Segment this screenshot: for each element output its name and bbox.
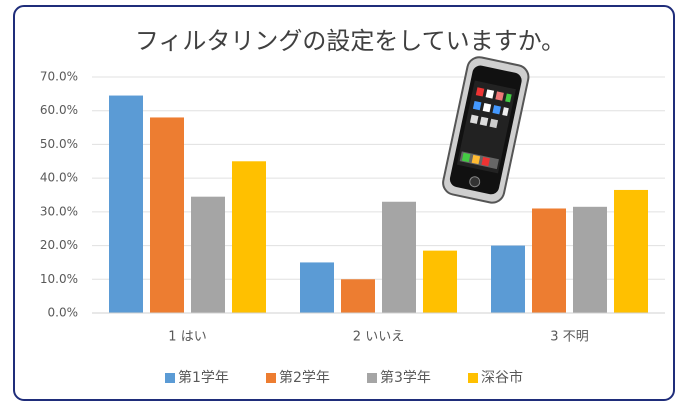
phone-illustration — [442, 56, 530, 204]
bar — [532, 208, 566, 313]
bar — [232, 161, 266, 313]
bar — [150, 117, 184, 313]
legend-label: 深谷市 — [481, 369, 523, 386]
bar — [109, 95, 143, 314]
bar — [382, 201, 416, 313]
y-tick-label: 60.0% — [40, 103, 78, 117]
y-tick-label: 30.0% — [40, 204, 78, 218]
bar — [300, 262, 334, 313]
y-tick-label: 50.0% — [40, 137, 78, 151]
x-tick-label: 2 いいえ — [353, 330, 404, 345]
plot-area: 0.0% 10.0% 20.0% 30.0% 40.0% 50.0% 60.0% 70.0% 1… — [40, 70, 665, 345]
x-tick-label: 1 はい — [168, 330, 206, 345]
y-tick-label: 10.0% — [40, 272, 78, 286]
y-tick-label: 40.0% — [40, 171, 78, 185]
y-tick-label: 70.0% — [40, 70, 78, 84]
y-tick-label: 20.0% — [40, 238, 78, 252]
legend-marker — [367, 373, 377, 383]
legend-marker — [266, 373, 276, 383]
legend-label: 第1学年 — [178, 369, 229, 386]
y-tick-label: 0.0% — [48, 306, 79, 320]
legend-marker — [165, 373, 175, 383]
x-tick-label: 3 不明 — [550, 330, 588, 345]
legend-label: 第2学年 — [279, 369, 330, 386]
legend-label: 第3学年 — [380, 369, 431, 386]
bar — [573, 206, 607, 313]
bar — [614, 189, 648, 313]
legend-marker — [468, 373, 478, 383]
chart-title: フィルタリングの設定をしていますか。 — [135, 27, 565, 55]
bar — [341, 279, 375, 313]
bar — [423, 250, 457, 313]
bar — [491, 245, 525, 313]
bar — [191, 196, 225, 313]
